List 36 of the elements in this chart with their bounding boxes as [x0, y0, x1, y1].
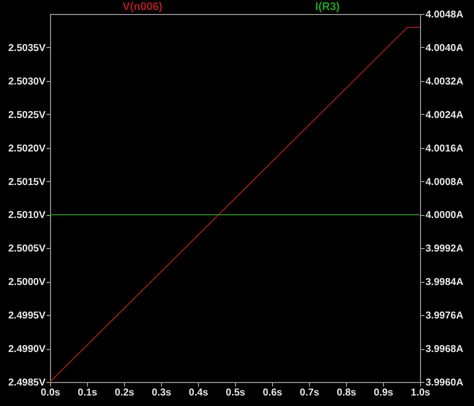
x-tick-label: 0.5s	[226, 388, 246, 398]
x-tick-label: 0.6s	[262, 388, 283, 398]
y-tick-label: 2.5005V	[8, 244, 46, 255]
y-tick-label: 2.5020V	[8, 143, 46, 154]
y2-tick-label: 3.9992A	[426, 244, 464, 255]
y2-tick-label: 4.0040A	[426, 42, 464, 54]
text: I(R3)	[315, 1, 340, 13]
y-tick-label: 2.5015V	[8, 176, 46, 188]
y2-tick-label: 4.0016A	[426, 143, 464, 154]
y-tick-label: 2.5035V	[8, 42, 46, 54]
y2-tick-label: 3.9960A	[426, 378, 464, 388]
y-tick-label: 2.5030V	[8, 76, 46, 88]
y-tick-label: 2.5010V	[8, 210, 46, 222]
x-tick-label: 0.1s	[78, 388, 98, 398]
y2-tick-label: 4.0032A	[426, 76, 464, 88]
y-tick-label: 2.4995V	[8, 310, 46, 322]
x-tick-label: 0.3s	[152, 388, 172, 398]
x-tick-label: 0.8s	[336, 388, 357, 398]
y2-tick-label: 4.0024A	[426, 110, 464, 121]
y-tick-label: 2.4985V	[8, 378, 46, 388]
y2-tick-label: 3.9984A	[426, 277, 464, 288]
y-tick-label: 2.5000V	[8, 277, 46, 288]
text: V(n006)	[122, 1, 163, 13]
y-tick-label: 2.5025V	[8, 110, 46, 121]
y2-tick-label: 4.0000A	[426, 210, 464, 222]
x-tick-label: 0.0s	[40, 388, 61, 398]
x-tick-label: 0.2s	[114, 388, 135, 398]
x-tick-label: 0.9s	[374, 388, 394, 398]
y2-tick-label: 4.0048A	[426, 10, 464, 20]
y-tick-label: 2.4990V	[8, 344, 46, 356]
x-tick-label: 0.7s	[300, 388, 320, 398]
x-tick-label: 0.4s	[188, 388, 209, 398]
x-tick-label: 1.0s	[410, 388, 431, 398]
y2-tick-label: 3.9968A	[426, 344, 464, 356]
y2-tick-label: 4.0008A	[426, 176, 464, 188]
y2-tick-label: 3.9976A	[426, 310, 464, 322]
